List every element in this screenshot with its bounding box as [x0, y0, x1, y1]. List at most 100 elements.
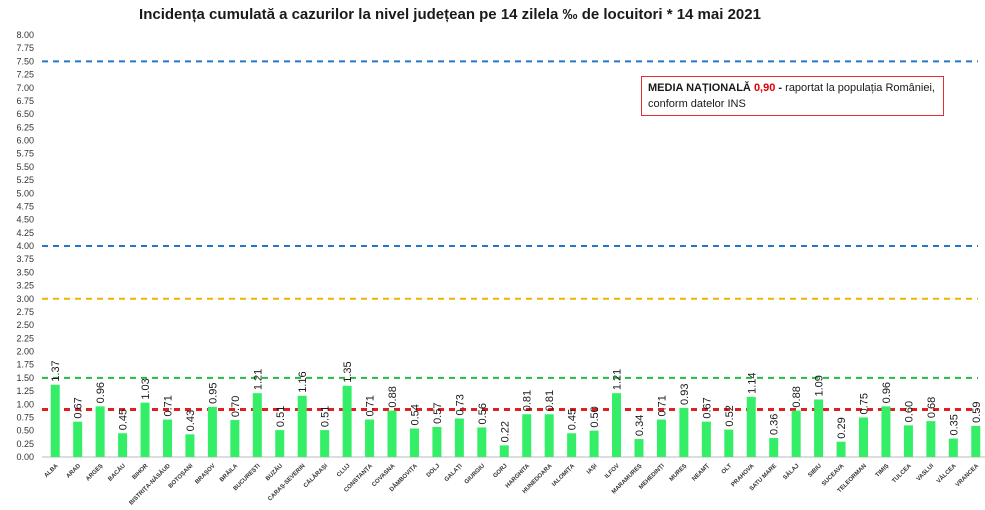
- y-tick-label: 7.75: [16, 43, 34, 53]
- y-tick-label: 4.75: [16, 201, 34, 211]
- data-label: 0.71: [656, 395, 668, 416]
- data-label: 1.21: [612, 369, 624, 390]
- category-label: CĂLĂRAȘI: [302, 462, 329, 489]
- data-label: 0.51: [275, 406, 287, 427]
- bar: [544, 414, 554, 457]
- data-label: 0.22: [499, 421, 511, 442]
- y-tick-label: 2.75: [16, 307, 34, 317]
- bar: [230, 420, 240, 457]
- national-average-value: 0,90: [753, 82, 776, 94]
- bar: [342, 385, 352, 457]
- y-tick-label: 2.50: [16, 320, 34, 330]
- y-tick-label: 6.25: [16, 122, 34, 132]
- y-tick-label: 3.75: [16, 254, 34, 264]
- category-label: BIHOR: [132, 463, 150, 481]
- category-label: ALBA: [44, 463, 60, 479]
- national-average-line-2: conform datelor INS: [648, 98, 746, 110]
- category-label: VÂLCEA: [935, 462, 958, 485]
- bar: [275, 430, 285, 457]
- data-label: 0.45: [567, 409, 579, 430]
- data-label: 0.60: [903, 401, 915, 422]
- bar: [948, 438, 958, 457]
- y-tick-label: 5.25: [16, 175, 34, 185]
- bar: [454, 418, 464, 457]
- bar: [252, 393, 262, 457]
- y-tick-label: 0.75: [16, 412, 34, 422]
- y-tick-label: 5.50: [16, 162, 34, 172]
- data-label: 0.51: [320, 406, 332, 427]
- category-label: GORJ: [492, 463, 508, 479]
- data-label: 0.81: [544, 390, 556, 411]
- category-label: ARAD: [66, 463, 83, 480]
- bar: [409, 428, 419, 457]
- category-label: IALOMIȚA: [551, 463, 576, 488]
- category-label: BRAȘOV: [194, 463, 216, 485]
- data-label: 0.73: [454, 394, 466, 415]
- category-label: MUREȘ: [669, 463, 689, 483]
- data-label: 0.35: [948, 414, 960, 435]
- data-label: 0.93: [679, 384, 691, 405]
- category-label: TULCEA: [891, 463, 913, 485]
- y-tick-label: 4.50: [16, 215, 34, 225]
- national-average-dash: -: [778, 82, 783, 94]
- bar: [881, 406, 891, 457]
- national-average-text: raportat la populația României,: [785, 82, 935, 94]
- y-axis: 0.00 0.25 0.50 0.75 1.00 1.25 1.50 1.75 2.00 2.25…: [16, 30, 985, 462]
- national-average-box: MEDIA NAȚIONALĂ 0,90 - raportat la popul…: [641, 76, 944, 116]
- bar: [522, 414, 532, 457]
- data-label: 0.59: [971, 401, 983, 422]
- chart-title: Incidența cumulată a cazurilor la nivel …: [139, 6, 761, 23]
- category-label: IAȘI: [586, 463, 599, 476]
- category-label: OLT: [721, 463, 734, 476]
- data-label: 0.88: [387, 386, 399, 407]
- data-label: 0.67: [701, 397, 713, 418]
- category-label: CLUJ: [336, 463, 351, 478]
- y-tick-label: 4.00: [16, 241, 34, 251]
- bar: [140, 402, 150, 457]
- category-label: BACĂU: [107, 462, 127, 482]
- y-tick-label: 0.50: [16, 426, 34, 436]
- category-label: ILFOV: [604, 463, 621, 480]
- y-tick-label: 3.50: [16, 267, 34, 277]
- bar: [746, 396, 756, 457]
- y-tick-label: 2.25: [16, 333, 34, 343]
- category-label: BRĂILA: [218, 462, 239, 483]
- bar: [477, 427, 487, 457]
- y-tick-label: 2.00: [16, 347, 34, 357]
- data-label: 0.29: [836, 417, 848, 438]
- bar: [207, 406, 217, 457]
- data-label: 1.21: [252, 369, 264, 390]
- bar: [791, 410, 801, 457]
- y-tick-label: 1.25: [16, 386, 34, 396]
- data-label: 0.70: [230, 396, 242, 417]
- bar: [387, 410, 397, 457]
- y-tick-label: 8.00: [16, 30, 34, 40]
- y-tick-label: 7.00: [16, 83, 34, 93]
- bar: [926, 421, 936, 457]
- data-label: 0.57: [432, 403, 444, 424]
- bars: [50, 384, 981, 457]
- reference-lines: [42, 60, 978, 412]
- data-label: 0.96: [881, 382, 893, 403]
- y-tick-label: 5.75: [16, 149, 34, 159]
- data-label: 0.96: [95, 382, 107, 403]
- bar: [903, 425, 913, 457]
- bar: [724, 429, 734, 457]
- category-label: NEAMȚ: [691, 463, 711, 483]
- category-label: TIMIȘ: [875, 463, 891, 479]
- bar: [859, 417, 869, 457]
- bar: [814, 399, 824, 457]
- y-tick-label: 3.25: [16, 281, 34, 291]
- bar: [634, 439, 644, 457]
- bar: [589, 430, 599, 457]
- bar: [836, 441, 846, 457]
- category-label: SĂLAJ: [782, 462, 801, 481]
- data-label: 0.88: [791, 386, 803, 407]
- national-average-prefix: MEDIA NAȚIONALĂ: [648, 82, 751, 94]
- data-label: 0.67: [73, 397, 85, 418]
- y-tick-label: 7.50: [16, 56, 34, 66]
- data-label: 1.14: [746, 372, 758, 393]
- category-label: ARGEȘ: [85, 463, 104, 482]
- data-label: 0.45: [118, 409, 130, 430]
